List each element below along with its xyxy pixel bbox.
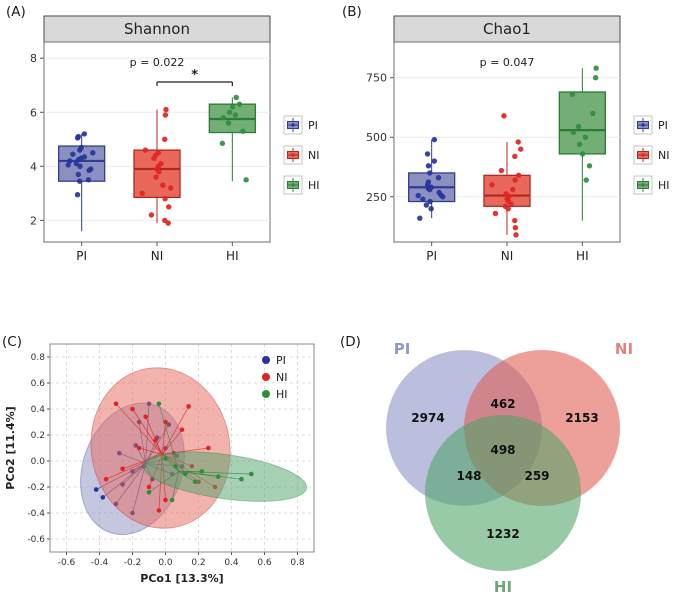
svg-text:PCo2 [11.4%]: PCo2 [11.4%] [4, 406, 17, 489]
svg-text:0.6: 0.6 [257, 558, 272, 568]
svg-text:-0.4: -0.4 [91, 558, 109, 568]
legend-dot-PI [262, 356, 270, 364]
svg-text:NI: NI [658, 149, 669, 162]
svg-text:2153: 2153 [565, 411, 598, 425]
facet-strip [43, 15, 271, 43]
svg-text:0.0: 0.0 [31, 457, 46, 467]
svg-text:0.4: 0.4 [31, 405, 46, 415]
svg-text:1232: 1232 [486, 527, 519, 541]
svg-text:PI: PI [308, 119, 318, 132]
svg-text:-0.6: -0.6 [27, 535, 45, 545]
svg-text:Chao1: Chao1 [483, 20, 531, 38]
svg-text:NI: NI [151, 249, 164, 263]
svg-text:NI: NI [276, 371, 287, 384]
box-PI [408, 136, 456, 221]
svg-text:-0.2: -0.2 [124, 558, 142, 568]
svg-text:6: 6 [30, 106, 37, 119]
svg-text:148: 148 [456, 469, 481, 483]
shannon-boxplot-svg: Shannon 2 4 6 8 PI NI HI p = 0.022 * PI NI HI [30, 15, 320, 263]
svg-text:HI: HI [576, 249, 589, 263]
svg-text:0.8: 0.8 [290, 558, 305, 568]
legend: PI NI HI [262, 354, 288, 401]
confidence-ellipse-HI [142, 451, 308, 502]
box-NI [133, 106, 181, 226]
pcoa-scatter-svg: -0.6 -0.4 -0.2 0.0 0.2 0.4 0.6 0.8 -0.6 -0.4 -0.2 0… [4, 343, 315, 585]
legend-dot-HI [262, 390, 270, 398]
box-HI [558, 65, 606, 221]
svg-text:0.8: 0.8 [31, 353, 46, 363]
svg-text:2974: 2974 [411, 411, 444, 425]
svg-text:2: 2 [30, 214, 37, 227]
svg-text:-0.4: -0.4 [27, 509, 45, 519]
svg-text:Shannon: Shannon [124, 20, 190, 38]
svg-text:-0.2: -0.2 [27, 483, 45, 493]
svg-text:0.6: 0.6 [31, 379, 46, 389]
box-NI [483, 113, 531, 238]
svg-text:-0.6: -0.6 [58, 558, 76, 568]
svg-text:HI: HI [276, 388, 288, 401]
svg-text:HI: HI [308, 179, 320, 192]
panel-a-label: (A) [6, 4, 26, 20]
svg-text:PCo1 [13.3%]: PCo1 [13.3%] [140, 572, 223, 585]
svg-text:250: 250 [366, 191, 387, 204]
svg-text:NI: NI [615, 340, 633, 358]
svg-text:NI: NI [501, 249, 514, 263]
svg-text:8: 8 [30, 52, 37, 65]
svg-text:PI: PI [426, 249, 437, 263]
legend-dot-NI [262, 373, 270, 381]
box-HI [208, 94, 256, 183]
svg-text:259: 259 [524, 469, 549, 483]
svg-text:500: 500 [366, 131, 387, 144]
svg-text:HI: HI [226, 249, 239, 263]
svg-text:p = 0.047: p = 0.047 [480, 56, 535, 69]
svg-text:*: * [191, 68, 198, 83]
svg-text:0.2: 0.2 [191, 558, 205, 568]
svg-text:462: 462 [490, 397, 515, 411]
legend: PI NI HI [283, 115, 320, 195]
svg-text:HI: HI [658, 179, 670, 192]
svg-text:PI: PI [76, 249, 87, 263]
svg-text:PI: PI [658, 119, 668, 132]
venn-circle-HI [425, 415, 581, 571]
svg-text:PI: PI [276, 354, 286, 367]
svg-text:p = 0.022: p = 0.022 [130, 56, 185, 69]
box-PI [58, 131, 106, 232]
venn-diagram-svg: PI NI HI 2974 2153 1232 462 148 259 498 [386, 340, 633, 596]
svg-text:0.2: 0.2 [31, 431, 45, 441]
svg-text:4: 4 [30, 160, 37, 173]
svg-text:PI: PI [394, 340, 411, 358]
panel-c-label: (C) [2, 334, 22, 350]
panel-d-label: (D) [340, 334, 361, 350]
facet-strip [393, 15, 621, 43]
chao1-boxplot-svg: Chao1 250 500 750 PI NI HI p = 0.047 PI NI HI [366, 15, 670, 263]
pcoa-group-HI [142, 401, 308, 503]
svg-text:750: 750 [366, 72, 387, 85]
svg-text:0.4: 0.4 [224, 558, 239, 568]
svg-text:HI: HI [494, 578, 512, 596]
svg-text:0.0: 0.0 [158, 558, 173, 568]
svg-text:NI: NI [308, 149, 319, 162]
legend: PI NI HI [633, 115, 670, 195]
svg-text:498: 498 [490, 443, 515, 457]
panel-b-label: (B) [342, 4, 362, 20]
